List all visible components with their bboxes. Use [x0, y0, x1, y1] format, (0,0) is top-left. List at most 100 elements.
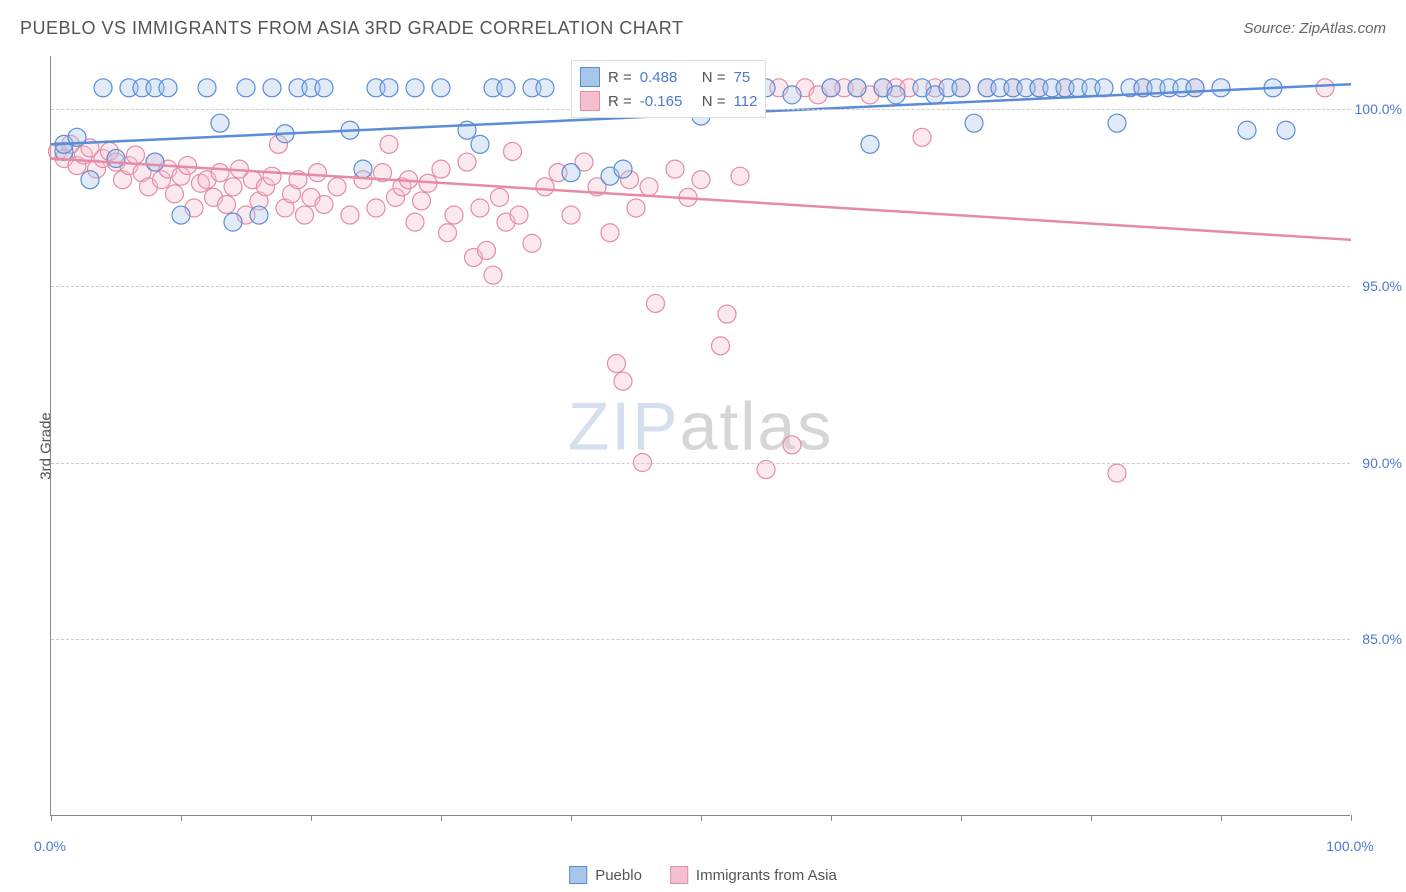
- data-point: [159, 79, 177, 97]
- stats-box: R =0.488N =75R =-0.165N =112: [571, 60, 766, 118]
- data-point: [1277, 121, 1295, 139]
- plot-area: ZIPatlas 85.0%90.0%95.0%100.0%R =0.488N …: [50, 56, 1350, 816]
- stats-r-value: -0.165: [640, 93, 694, 110]
- data-point: [367, 199, 385, 217]
- data-point: [601, 224, 619, 242]
- x-tick: [441, 815, 442, 821]
- data-point: [413, 192, 431, 210]
- data-point: [536, 178, 554, 196]
- x-tick: [1221, 815, 1222, 821]
- data-point: [712, 337, 730, 355]
- legend-label-pueblo: Pueblo: [595, 867, 642, 884]
- data-point: [822, 79, 840, 97]
- data-point: [510, 206, 528, 224]
- stats-row: R = 0.488 N = 75: [580, 65, 757, 89]
- data-point: [887, 86, 905, 104]
- x-tick: [181, 815, 182, 821]
- data-point: [913, 128, 931, 146]
- data-point: [224, 178, 242, 196]
- grid-line: [51, 286, 1350, 287]
- x-tick-label: 0.0%: [34, 838, 66, 854]
- data-point: [315, 195, 333, 213]
- legend-item-pueblo: Pueblo: [569, 866, 642, 884]
- data-point: [380, 79, 398, 97]
- stats-n-label: N =: [702, 69, 726, 86]
- data-point: [127, 146, 145, 164]
- legend-item-asia: Immigrants from Asia: [670, 866, 837, 884]
- data-point: [263, 167, 281, 185]
- data-point: [562, 206, 580, 224]
- data-point: [861, 135, 879, 153]
- data-point: [614, 372, 632, 390]
- data-point: [211, 114, 229, 132]
- data-point: [354, 160, 372, 178]
- data-point: [491, 188, 509, 206]
- stats-n-label: N =: [702, 93, 726, 110]
- scatter-svg: [51, 56, 1351, 816]
- data-point: [965, 114, 983, 132]
- data-point: [458, 153, 476, 171]
- data-point: [692, 171, 710, 189]
- data-point: [172, 206, 190, 224]
- data-point: [146, 153, 164, 171]
- stats-r-label: R =: [608, 69, 632, 86]
- data-point: [1316, 79, 1334, 97]
- data-point: [848, 79, 866, 97]
- y-tick-label: 100.0%: [1355, 101, 1402, 117]
- legend-label-asia: Immigrants from Asia: [696, 867, 837, 884]
- data-point: [952, 79, 970, 97]
- data-point: [523, 234, 541, 252]
- data-point: [296, 206, 314, 224]
- y-tick-label: 85.0%: [1362, 631, 1402, 647]
- data-point: [647, 294, 665, 312]
- data-point: [380, 135, 398, 153]
- y-tick-label: 95.0%: [1362, 278, 1402, 294]
- data-point: [614, 160, 632, 178]
- x-tick: [1091, 815, 1092, 821]
- data-point: [81, 171, 99, 189]
- grid-line: [51, 463, 1350, 464]
- data-point: [562, 164, 580, 182]
- stats-n-value: 75: [734, 69, 751, 86]
- data-point: [198, 79, 216, 97]
- data-point: [1238, 121, 1256, 139]
- stats-row: R =-0.165N =112: [580, 89, 757, 113]
- data-point: [107, 150, 125, 168]
- stats-swatch: [580, 91, 600, 111]
- data-point: [166, 185, 184, 203]
- data-point: [406, 213, 424, 231]
- stats-r-value: 0.488: [640, 69, 694, 86]
- data-point: [1212, 79, 1230, 97]
- stats-swatch: [580, 67, 600, 87]
- data-point: [666, 160, 684, 178]
- data-point: [1108, 464, 1126, 482]
- data-point: [439, 224, 457, 242]
- data-point: [250, 206, 268, 224]
- data-point: [328, 178, 346, 196]
- bottom-legend: Pueblo Immigrants from Asia: [569, 866, 837, 884]
- data-point: [504, 142, 522, 160]
- legend-swatch-asia: [670, 866, 688, 884]
- x-tick: [1351, 815, 1352, 821]
- data-point: [1108, 114, 1126, 132]
- data-point: [471, 199, 489, 217]
- data-point: [627, 199, 645, 217]
- data-point: [432, 79, 450, 97]
- data-point: [94, 79, 112, 97]
- data-point: [211, 164, 229, 182]
- chart-header: PUEBLO VS IMMIGRANTS FROM ASIA 3RD GRADE…: [20, 18, 1386, 39]
- data-point: [218, 195, 236, 213]
- x-tick: [831, 815, 832, 821]
- x-tick: [701, 815, 702, 821]
- x-tick-label: 100.0%: [1326, 838, 1373, 854]
- data-point: [445, 206, 463, 224]
- data-point: [484, 266, 502, 284]
- chart-title: PUEBLO VS IMMIGRANTS FROM ASIA 3RD GRADE…: [20, 18, 683, 39]
- data-point: [315, 79, 333, 97]
- data-point: [471, 135, 489, 153]
- y-tick-label: 90.0%: [1362, 455, 1402, 471]
- x-tick: [961, 815, 962, 821]
- data-point: [783, 86, 801, 104]
- data-point: [536, 79, 554, 97]
- legend-swatch-pueblo: [569, 866, 587, 884]
